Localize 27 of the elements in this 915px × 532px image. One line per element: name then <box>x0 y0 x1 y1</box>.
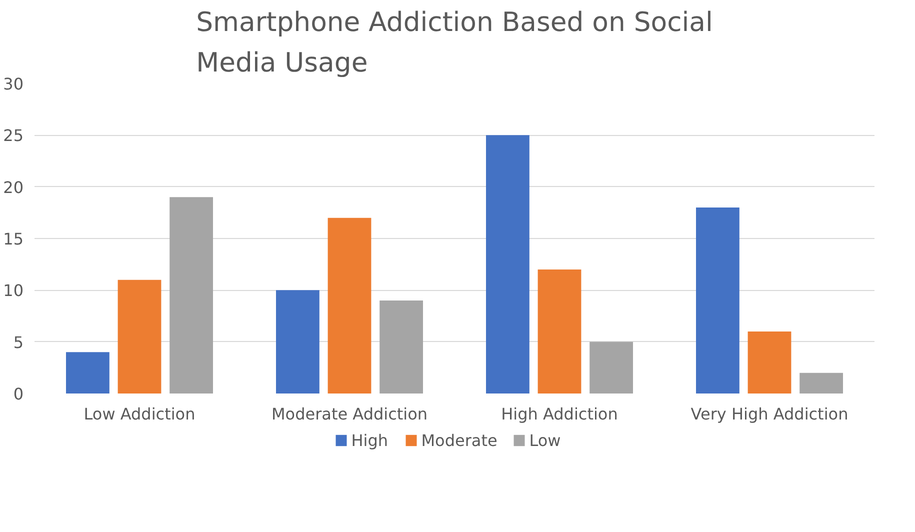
bar <box>380 300 423 394</box>
y-tick-label: 15 <box>3 230 24 248</box>
legend-label: High <box>351 431 388 450</box>
y-tick-label: 10 <box>3 281 24 300</box>
bar <box>276 290 320 394</box>
y-tick-label: 30 <box>3 74 24 94</box>
chart-title: Smartphone Addiction Based on Social Media Usage <box>196 7 713 78</box>
x-tick-label: Very High Addiction <box>690 404 848 424</box>
y-tick-label: 0 <box>13 384 24 404</box>
bar <box>486 135 530 394</box>
bar <box>66 352 110 394</box>
bar <box>170 197 213 394</box>
bar <box>800 372 843 394</box>
legend-label: Moderate <box>421 431 498 450</box>
x-tick-label: High Addiction <box>501 404 618 424</box>
legend-label: Low <box>529 431 561 450</box>
y-tick-label: 5 <box>13 332 24 352</box>
bar <box>748 332 792 394</box>
y-tick-label: 25 <box>3 126 24 146</box>
x-tick-label: Low Addiction <box>84 404 196 424</box>
x-tick-label: Moderate Addiction <box>271 404 428 424</box>
y-tick-label: 20 <box>3 178 24 197</box>
bar <box>696 208 740 394</box>
bar <box>118 280 162 394</box>
bar <box>328 218 372 394</box>
bar <box>538 270 582 394</box>
bar <box>590 342 633 394</box>
